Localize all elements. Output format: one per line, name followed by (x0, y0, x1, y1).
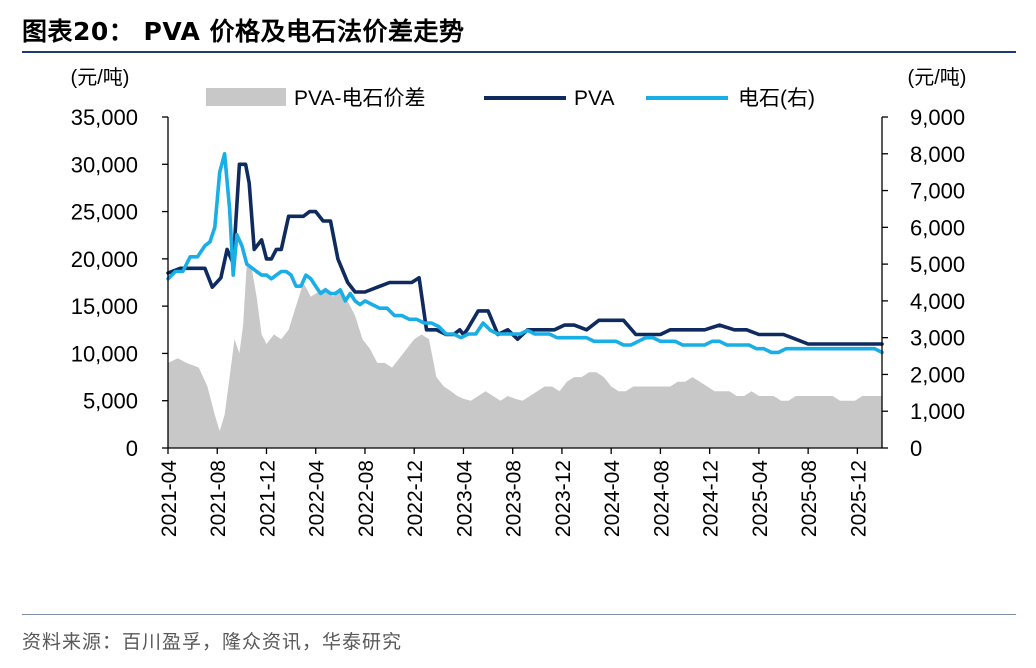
left-tick-label: 10,000 (71, 341, 138, 366)
x-tick-label: 2023-12 (552, 460, 575, 537)
pva-line-layer (166, 162, 884, 346)
right-tick-label: 7,000 (910, 179, 965, 204)
x-tick-label: 2025-12 (847, 460, 870, 537)
pva-line (166, 162, 884, 346)
carbide-line (166, 152, 884, 355)
right-tick-label: 4,000 (910, 289, 965, 314)
left-axis-unit: (元/吨) (71, 66, 130, 89)
x-tick-label: 2024-08 (650, 460, 673, 537)
legend-label-pva: PVA (574, 87, 614, 110)
x-tick-label: 2021-08 (207, 460, 230, 537)
x-tick-label: 2024-04 (601, 460, 624, 537)
left-tick-label: 35,000 (71, 105, 138, 130)
axes-layer: 0 5,000 10,000 15,000 20,000 25,000 30,000 35,0… (71, 105, 965, 537)
left-tick-label: 20,000 (71, 247, 138, 272)
x-tick-label: 2025-04 (749, 460, 772, 537)
source-note: 资料来源：百川盈孚，隆众资讯，华泰研究 (22, 631, 403, 653)
legend-label-spread: PVA-电石价差 (294, 87, 425, 110)
x-tick-label: 2022-04 (306, 460, 329, 537)
right-tick-label: 6,000 (910, 215, 965, 240)
x-tick-label: 2023-04 (453, 460, 476, 537)
left-tick-label: 0 (126, 436, 138, 461)
left-tick-label: 25,000 (71, 200, 138, 225)
source-divider (22, 614, 1016, 615)
chart-canvas: 0 5,000 10,000 15,000 20,000 25,000 30,000 35,0… (71, 66, 967, 537)
right-tick-label: 5,000 (910, 252, 965, 277)
x-tick-label: 2021-04 (158, 460, 181, 537)
title-underline (22, 51, 1016, 53)
right-tick-label: 1,000 (910, 399, 965, 424)
spread-area-layer (168, 263, 882, 448)
x-tick-label: 2024-12 (700, 460, 723, 537)
right-tick-label: 9,000 (910, 105, 965, 130)
chart-title: 图表20： PVA 价格及电石法价差走势 (22, 17, 465, 46)
legend-swatch-spread (206, 88, 286, 106)
carbide-line-layer (166, 152, 884, 355)
x-tick-label: 2022-08 (355, 460, 378, 537)
right-tick-label: 8,000 (910, 142, 965, 167)
right-tick-label: 0 (910, 436, 922, 461)
x-tick-label: 2022-12 (404, 460, 427, 537)
x-tick-label: 2021-12 (256, 460, 279, 537)
spread-area (168, 263, 882, 448)
right-tick-label: 2,000 (910, 362, 965, 387)
right-axis-unit: (元/吨) (908, 66, 967, 89)
x-tick-label: 2023-08 (503, 460, 526, 537)
legend: PVA-电石价差 PVA 电石(右) (206, 87, 815, 110)
left-tick-label: 15,000 (71, 294, 138, 319)
x-tick-label: 2025-08 (798, 460, 821, 537)
left-tick-label: 30,000 (71, 152, 138, 177)
left-tick-label: 5,000 (83, 389, 138, 414)
right-tick-label: 3,000 (910, 326, 965, 351)
legend-label-carbide: 电石(右) (738, 87, 815, 110)
